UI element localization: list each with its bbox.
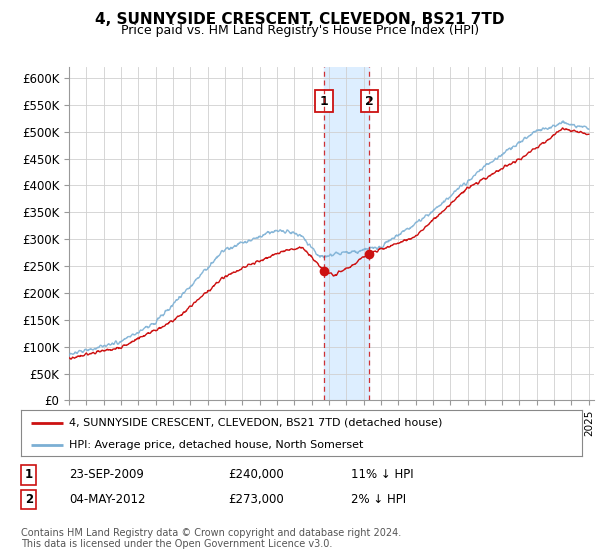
Text: 11% ↓ HPI: 11% ↓ HPI	[351, 468, 413, 482]
Text: £273,000: £273,000	[228, 493, 284, 506]
Text: Price paid vs. HM Land Registry's House Price Index (HPI): Price paid vs. HM Land Registry's House …	[121, 24, 479, 36]
Text: 2: 2	[25, 493, 33, 506]
Text: £240,000: £240,000	[228, 468, 284, 482]
Text: 04-MAY-2012: 04-MAY-2012	[69, 493, 146, 506]
Text: 4, SUNNYSIDE CRESCENT, CLEVEDON, BS21 7TD (detached house): 4, SUNNYSIDE CRESCENT, CLEVEDON, BS21 7T…	[68, 418, 442, 428]
Text: 2: 2	[365, 95, 374, 108]
Text: 4, SUNNYSIDE CRESCENT, CLEVEDON, BS21 7TD: 4, SUNNYSIDE CRESCENT, CLEVEDON, BS21 7T…	[95, 12, 505, 27]
Text: 1: 1	[25, 468, 33, 482]
Text: 1: 1	[320, 95, 329, 108]
Text: HPI: Average price, detached house, North Somerset: HPI: Average price, detached house, Nort…	[68, 440, 363, 450]
Text: This data is licensed under the Open Government Licence v3.0.: This data is licensed under the Open Gov…	[21, 539, 332, 549]
Bar	[324, 67, 370, 400]
Text: 23-SEP-2009: 23-SEP-2009	[69, 468, 144, 482]
Text: 2% ↓ HPI: 2% ↓ HPI	[351, 493, 406, 506]
Text: Contains HM Land Registry data © Crown copyright and database right 2024.: Contains HM Land Registry data © Crown c…	[21, 528, 401, 538]
